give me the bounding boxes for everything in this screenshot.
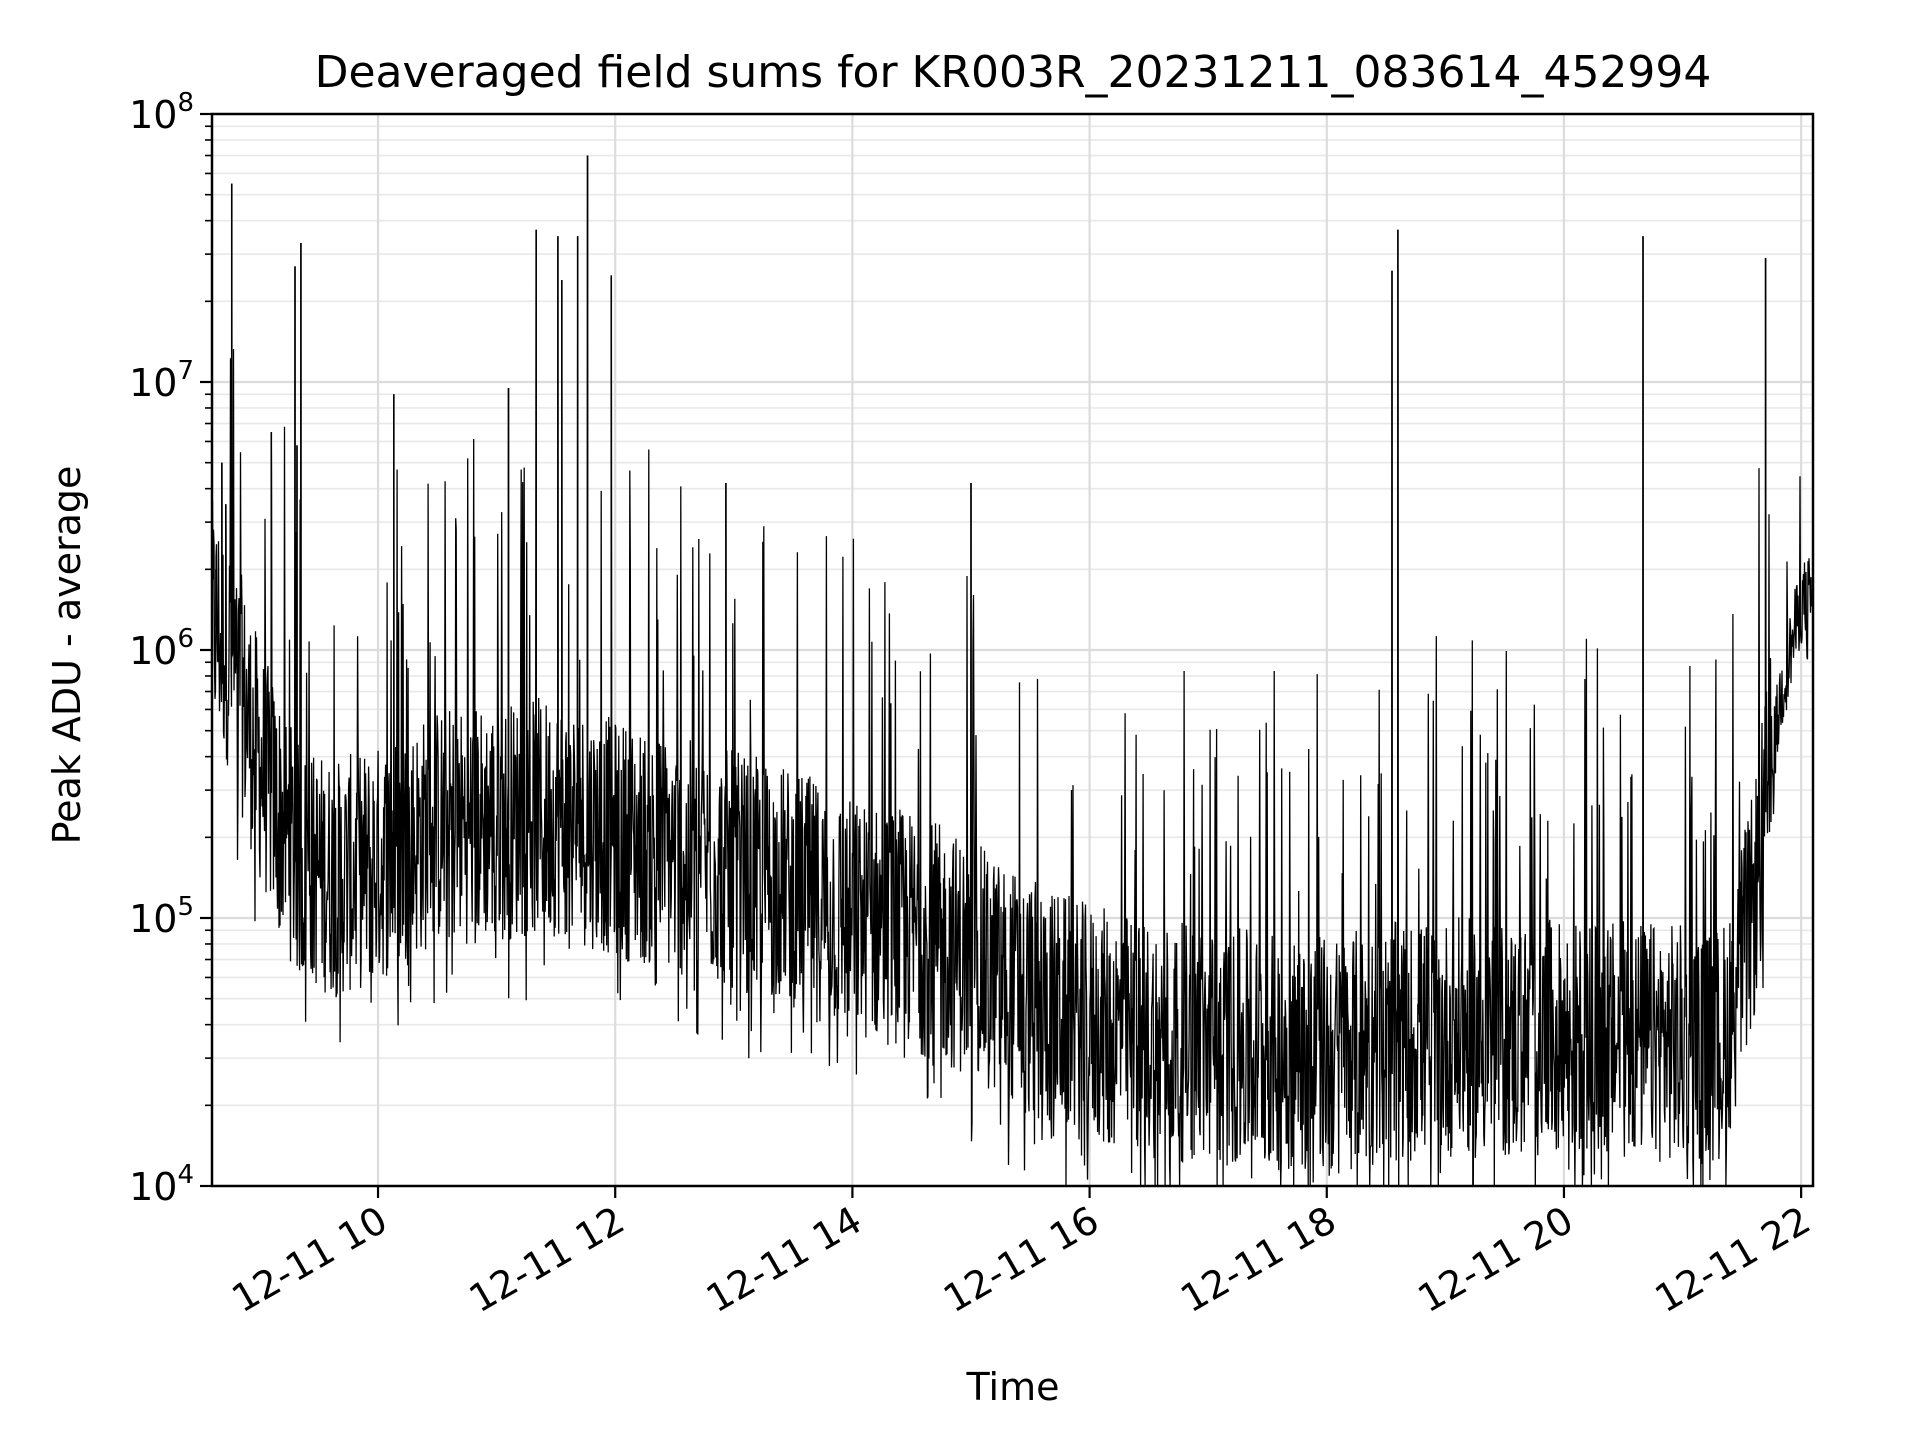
y-tick-label: 105 [129, 892, 194, 941]
series-line [211, 155, 1814, 1187]
y-tick-label: 104 [129, 1160, 194, 1209]
series-layer [211, 155, 1814, 1187]
y-tick-label: 107 [129, 356, 194, 405]
y-axis-label: Peak ADU - average [45, 466, 89, 845]
chart-title: Deaveraged field sums for KR003R_2023121… [315, 47, 1712, 98]
y-tick-label: 106 [129, 624, 194, 673]
x-axis-label: Time [966, 1365, 1060, 1409]
y-tick-label: 108 [129, 88, 194, 137]
